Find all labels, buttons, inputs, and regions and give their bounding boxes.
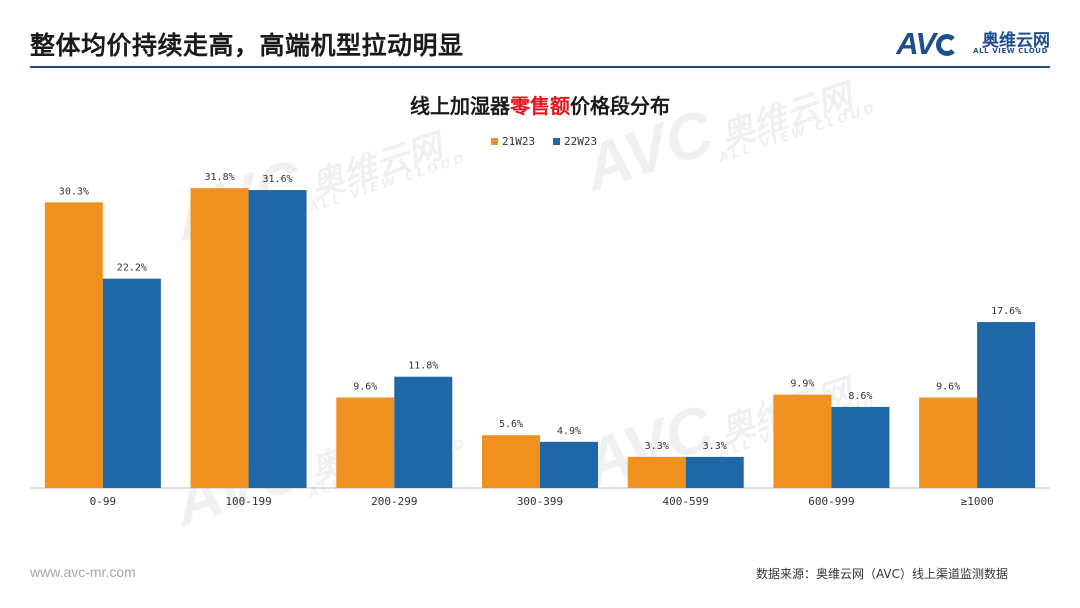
legend-swatch-21W23 [491,138,498,145]
data-label: 5.6% [499,419,523,430]
bar-22W23 [831,406,890,488]
bar-22W23 [248,190,307,489]
x-tick-label: 600-999 [808,495,854,508]
chart-title-suffix: 价格段分布 [570,94,670,118]
footer-url[interactable]: www.avc-mr.com [30,564,136,580]
legend-swatch-22W23 [553,138,560,145]
bar-21W23 [190,188,249,488]
data-label: 9.9% [790,379,814,390]
x-tick-label: ≥1000 [961,495,994,508]
x-tick-label: 0-99 [90,495,117,508]
data-label: 9.6% [936,381,960,392]
brand-name-cn: 奥维云网 [982,31,1050,51]
chart-title-highlight: 零售额 [510,94,570,118]
brand-logo: AV 奥维云网 ALL VIEW CLOUD [880,26,1050,62]
data-label: 3.3% [703,441,727,452]
data-label: 31.6% [263,174,293,185]
legend-label-21W23: 21W23 [502,135,535,148]
page-title: 整体均价持续走高，高端机型拉动明显 [30,31,464,60]
bar-22W23 [394,376,453,488]
x-tick-label: 300-399 [517,495,563,508]
bar-22W23 [540,441,598,488]
bar-22W23 [685,456,744,488]
bar-21W23 [336,397,395,488]
data-label: 4.9% [557,426,581,437]
chart-title: 线上加湿器零售额价格段分布 [0,90,1080,119]
chart-title-prefix: 线上加湿器 [410,94,510,118]
x-tick-label: 400-599 [663,495,709,508]
data-label: 3.3% [645,441,669,452]
brand-mark-c [936,34,958,56]
x-tick-label: 100-199 [225,495,271,508]
bar-21W23 [919,397,978,488]
data-label: 9.6% [353,381,377,392]
data-label: 17.6% [991,306,1021,317]
bar-22W23 [977,322,1036,488]
data-label: 31.8% [205,172,235,183]
bar-21W23 [482,435,540,488]
title-divider [30,66,1050,68]
brand-name-en: ALL VIEW CLOUD [973,47,1048,55]
bar-22W23 [102,278,161,488]
data-label: 8.6% [848,391,872,402]
bar-21W23 [627,456,686,488]
x-tick-label: 200-299 [371,495,417,508]
data-source-note: 数据来源：奥维云网（AVC）线上渠道监测数据 [755,567,1008,581]
data-label: 11.8% [408,361,438,372]
legend-label-22W23: 22W23 [564,135,597,148]
data-label: 30.3% [59,186,89,197]
data-label: 22.2% [117,263,147,274]
bar-21W23 [44,202,103,489]
brand-mark: AV [896,26,958,62]
bar-21W23 [773,394,832,488]
brand-mark-av: AV [896,26,936,61]
